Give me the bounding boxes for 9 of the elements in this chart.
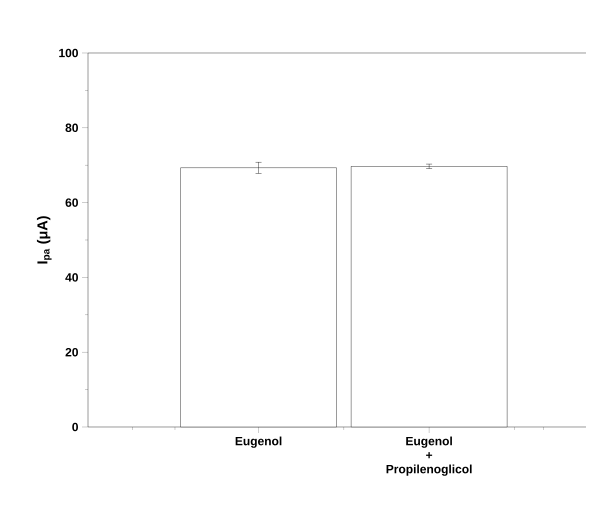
y-tick-label: 100: [59, 48, 78, 58]
y-tick-label: 80: [66, 124, 78, 132]
y-tick-label: 60: [66, 198, 78, 207]
y-axis-title: I$_{pa}$ (μA): [36, 216, 52, 264]
y-tick-label: 40: [65, 273, 78, 282]
y-tick-label: 0: [72, 422, 78, 432]
x-tick-label: Eugenol: [236, 436, 282, 448]
y-tick-label: 20: [66, 348, 78, 356]
x-tick-label: Eugenol + Propilenoglicol: [386, 436, 472, 476]
